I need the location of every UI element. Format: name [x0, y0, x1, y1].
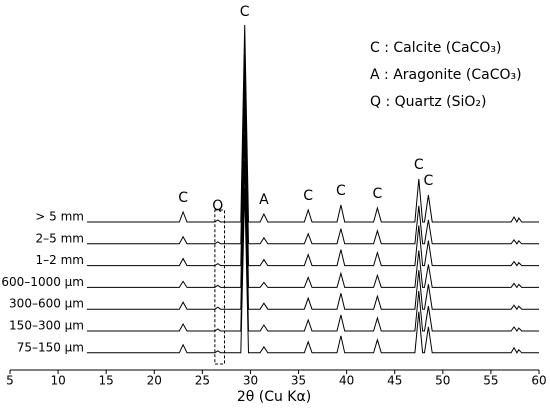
x-tick-label: 40 [339, 374, 354, 388]
series-label: 1–2 mm [36, 253, 84, 267]
x-tick-label: 20 [147, 374, 162, 388]
xrd-trace [86, 80, 539, 267]
series-label: 600–1000 µm [1, 275, 84, 289]
peak-label: C [414, 157, 424, 173]
peak-label: C [336, 183, 346, 199]
xrd-trace [86, 134, 539, 311]
x-tick-label: 35 [291, 374, 306, 388]
xrd-trace [86, 160, 539, 332]
legend-note: C : Calcite (CaCO₃) [370, 40, 501, 56]
peak-label: C [178, 190, 188, 206]
x-axis-label: 2θ (Cu Kα) [237, 389, 311, 405]
xrd-trace [86, 24, 539, 224]
x-tick-label: 50 [435, 374, 450, 388]
series-label: 150–300 µm [9, 319, 84, 333]
peak-label: C [373, 186, 383, 202]
x-tick-label: 10 [50, 374, 65, 388]
legend-note: A : Aragonite (CaCO₃) [370, 67, 522, 83]
peak-label: C [424, 173, 434, 189]
x-tick-label: 5 [6, 374, 14, 388]
peak-label: C [240, 4, 250, 20]
series-label: 75–150 µm [17, 340, 84, 354]
peak-label: A [259, 192, 269, 208]
x-tick-label: 25 [195, 374, 210, 388]
x-tick-label: 30 [243, 374, 258, 388]
xrd-trace [86, 53, 539, 245]
x-tick-label: 60 [531, 374, 546, 388]
peak-label: Q [212, 198, 223, 214]
highlight-box [214, 209, 225, 365]
series-label: 2–5 mm [36, 231, 84, 245]
legend-note: Q : Quartz (SiO₂) [370, 94, 486, 110]
x-tick-label: 55 [483, 374, 498, 388]
xrd-trace [86, 107, 539, 289]
xrd-trace [86, 187, 539, 354]
x-tick-label: 45 [387, 374, 402, 388]
series-label: 300–600 µm [9, 297, 84, 311]
x-tick-label: 15 [99, 374, 114, 388]
peak-label: C [303, 188, 313, 204]
series-label: > 5 mm [35, 210, 84, 224]
